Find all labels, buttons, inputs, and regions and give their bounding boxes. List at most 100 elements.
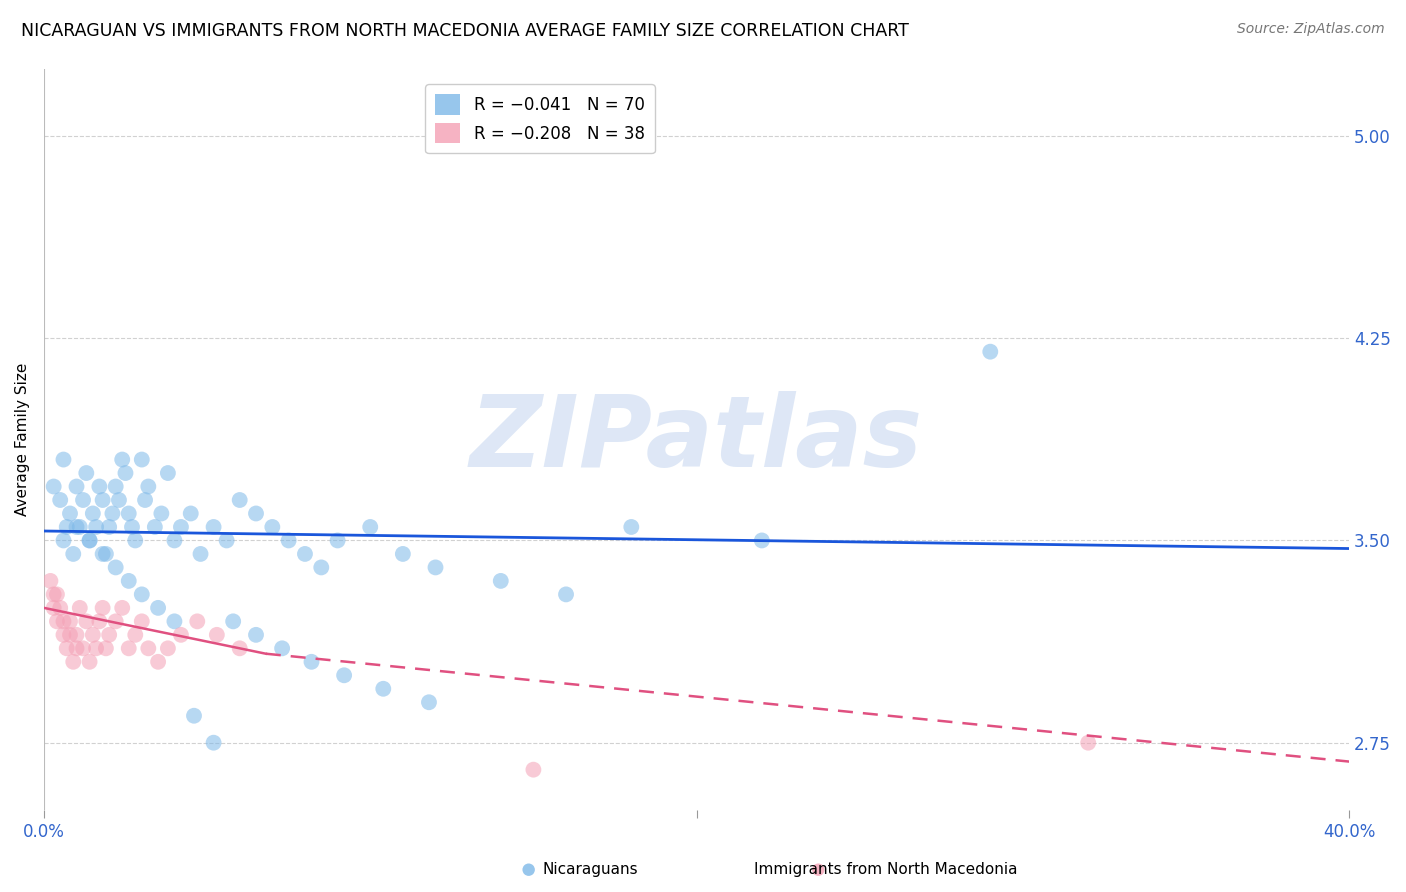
Point <box>91 493 114 508</box>
Point <box>170 628 193 642</box>
Point <box>79 533 101 548</box>
Point <box>277 533 299 548</box>
Point <box>52 452 75 467</box>
Point <box>202 736 225 750</box>
Point <box>101 507 124 521</box>
Point <box>94 641 117 656</box>
Point <box>156 641 179 656</box>
Text: Nicaraguans: Nicaraguans <box>543 863 638 877</box>
Point <box>82 628 104 642</box>
Point <box>183 708 205 723</box>
Point <box>65 479 87 493</box>
Point <box>79 533 101 548</box>
Point <box>111 600 134 615</box>
Point <box>202 520 225 534</box>
Point <box>118 574 141 588</box>
Point <box>75 615 97 629</box>
Point <box>620 520 643 534</box>
Point <box>131 587 153 601</box>
Point <box>222 615 245 629</box>
Point <box>65 641 87 656</box>
Point <box>294 547 316 561</box>
Point <box>62 547 84 561</box>
Point <box>42 479 65 493</box>
Point <box>75 466 97 480</box>
Point <box>150 507 173 521</box>
Point <box>69 600 91 615</box>
Point <box>69 520 91 534</box>
Point <box>52 533 75 548</box>
Point <box>89 479 111 493</box>
Point <box>49 600 72 615</box>
Point <box>114 466 136 480</box>
Text: Source: ZipAtlas.com: Source: ZipAtlas.com <box>1237 22 1385 37</box>
Point <box>373 681 395 696</box>
Point <box>72 641 94 656</box>
Point <box>55 520 77 534</box>
Point <box>555 587 578 601</box>
Point <box>131 452 153 467</box>
Point <box>807 863 830 877</box>
Point <box>121 520 143 534</box>
Point <box>146 600 169 615</box>
Point <box>979 344 1001 359</box>
Point <box>65 628 87 642</box>
Point <box>42 587 65 601</box>
Point <box>45 587 67 601</box>
Point <box>156 466 179 480</box>
Point <box>124 628 146 642</box>
Y-axis label: Average Family Size: Average Family Size <box>15 363 30 516</box>
Point <box>79 655 101 669</box>
Point <box>104 615 127 629</box>
Point <box>65 520 87 534</box>
Point <box>245 507 267 521</box>
Point <box>170 520 193 534</box>
Point <box>91 547 114 561</box>
Point <box>91 600 114 615</box>
Point <box>392 547 415 561</box>
Point <box>82 507 104 521</box>
Point <box>517 863 540 877</box>
Point <box>146 655 169 669</box>
Point <box>134 493 156 508</box>
Point <box>136 641 159 656</box>
Point <box>59 507 82 521</box>
Point <box>205 628 228 642</box>
Point <box>1077 736 1099 750</box>
Point <box>62 655 84 669</box>
Point <box>72 493 94 508</box>
Point <box>55 641 77 656</box>
Point <box>143 520 166 534</box>
Text: ZIPatlas: ZIPatlas <box>470 391 924 488</box>
Point <box>39 574 62 588</box>
Point <box>111 452 134 467</box>
Point <box>418 695 440 709</box>
Point <box>52 628 75 642</box>
Point <box>311 560 333 574</box>
Point <box>186 615 208 629</box>
Point <box>262 520 284 534</box>
Point <box>180 507 202 521</box>
Point <box>301 655 323 669</box>
Point <box>228 641 250 656</box>
Point <box>59 628 82 642</box>
Point <box>271 641 294 656</box>
Point <box>84 641 107 656</box>
Point <box>163 615 186 629</box>
Point <box>131 615 153 629</box>
Point <box>245 628 267 642</box>
Point <box>52 615 75 629</box>
Point <box>94 547 117 561</box>
Point <box>104 479 127 493</box>
Point <box>42 600 65 615</box>
Point <box>118 641 141 656</box>
Point <box>136 479 159 493</box>
Point <box>751 533 773 548</box>
Legend: R = −0.041   N = 70, R = −0.208   N = 38: R = −0.041 N = 70, R = −0.208 N = 38 <box>425 84 655 153</box>
Point <box>98 628 121 642</box>
Point <box>333 668 356 682</box>
Point <box>522 763 544 777</box>
Point <box>59 615 82 629</box>
Point <box>215 533 238 548</box>
Point <box>45 615 67 629</box>
